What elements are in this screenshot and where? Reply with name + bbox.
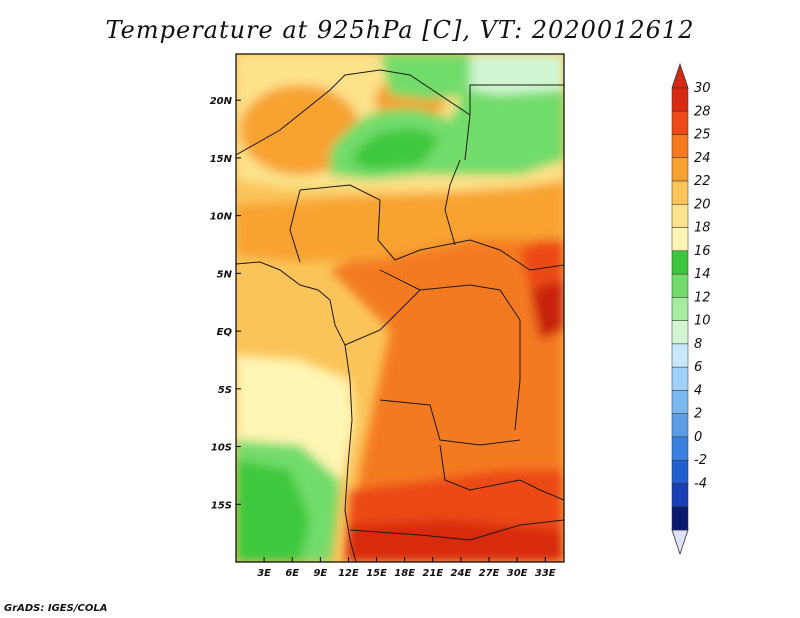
x-tick-label: 30E — [507, 568, 528, 579]
colorbar-label: -4 — [694, 476, 707, 491]
y-tick-label: 20N — [210, 96, 233, 107]
colorbar-label: 0 — [694, 430, 702, 445]
x-tick-label: 12E — [338, 568, 359, 579]
credit-text: GrADS: IGES/COLA — [4, 603, 108, 614]
colorbar-label: 22 — [694, 174, 711, 189]
y-tick-label: 15S — [211, 500, 232, 511]
colorbar-label: 6 — [694, 360, 702, 375]
map-title: Temperature at 925hPa [C], VT: 202001261… — [105, 16, 695, 44]
x-tick-label: 18E — [394, 568, 415, 579]
x-tick-label: 6E — [285, 568, 299, 579]
colorbar-label: 12 — [694, 290, 711, 305]
colorbar-label: 30 — [694, 81, 711, 96]
x-tick-label: 15E — [366, 568, 387, 579]
x-tick-label: 33E — [535, 568, 556, 579]
y-tick-label: 5S — [218, 385, 232, 396]
y-tick-label: EQ — [217, 327, 233, 338]
colorbar-label: 16 — [694, 244, 711, 259]
colorbar-swatch — [671, 297, 689, 321]
colorbar-swatch — [671, 390, 689, 414]
colorbar-swatch — [671, 87, 689, 112]
y-tick-label: 5N — [217, 269, 233, 280]
colorbar-label: 8 — [694, 337, 702, 352]
colorbar-label: 25 — [694, 128, 711, 143]
colorbar-swatch — [671, 459, 689, 484]
colorbar-label: 24 — [694, 151, 711, 166]
colorbar-label: 10 — [694, 314, 711, 329]
colorbar-swatch — [671, 180, 689, 205]
colorbar-swatch — [671, 227, 689, 252]
y-tick-label: 15N — [210, 154, 233, 165]
colorbar-swatch — [671, 111, 689, 135]
colorbar-swatch — [671, 250, 689, 275]
x-tick-label: 24E — [451, 568, 472, 579]
colorbar-label: 2 — [694, 407, 702, 422]
temperature-field — [236, 54, 564, 562]
longitude-ticks: 3E 6E 9E 12E 15E 18E 21E 24E 27E 30E 33E — [257, 557, 556, 579]
colorbar-label: 14 — [694, 267, 711, 282]
colorbar-swatch — [671, 483, 689, 507]
colorbar-swatch — [671, 436, 689, 461]
x-tick-label: 21E — [422, 568, 443, 579]
colorbar-label: 28 — [694, 104, 711, 119]
colorbar-swatch — [671, 506, 689, 531]
colorbar-swatch — [671, 134, 689, 159]
colorbar-swatch — [671, 343, 689, 368]
colorbar-swatch — [671, 366, 689, 391]
colorbar-label: 4 — [694, 383, 702, 398]
y-tick-label: 10S — [211, 443, 232, 454]
colorbar-swatch — [671, 273, 689, 298]
x-tick-label: 27E — [479, 568, 500, 579]
colorbar-swatch — [671, 204, 689, 228]
colorbar-swatch — [671, 320, 689, 345]
latitude-ticks: 20N 15N 10N 5N EQ 5S 10S 15S — [210, 96, 241, 511]
x-tick-label: 9E — [313, 568, 327, 579]
x-tick-label: 3E — [257, 568, 271, 579]
colorbar-label: 20 — [694, 197, 711, 212]
colorbar-under-triangle — [671, 529, 689, 556]
y-tick-label: 10N — [210, 212, 233, 223]
country-boundaries — [236, 69, 564, 562]
colorbar-label: -2 — [694, 453, 707, 468]
colorbar-swatch — [671, 413, 689, 438]
map-frame — [235, 53, 565, 563]
colorbar-label: 18 — [694, 221, 711, 236]
colorbar-swatch — [671, 157, 689, 182]
colorbar-over-triangle — [671, 62, 689, 89]
